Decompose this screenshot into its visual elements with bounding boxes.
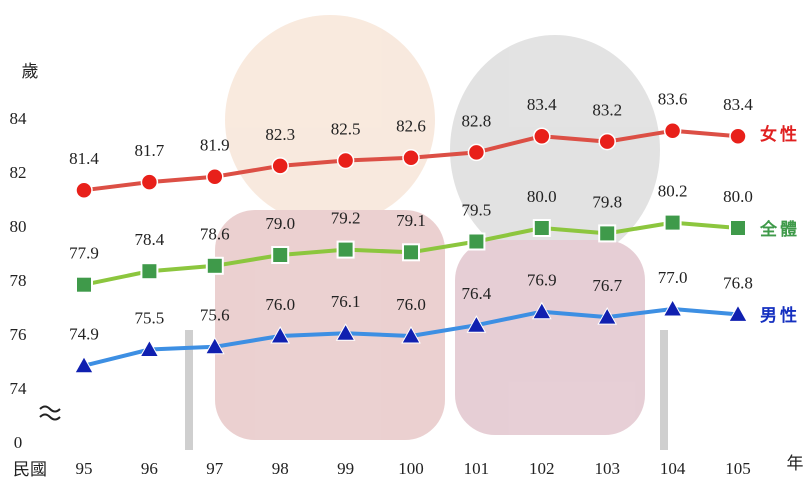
value-label: 83.6 [658, 90, 688, 109]
series-name: 男性 [760, 305, 800, 326]
marker [335, 323, 356, 341]
marker [663, 213, 682, 232]
marker [597, 307, 618, 325]
value-label: 81.9 [200, 136, 230, 155]
x-tick-label: 104 [660, 459, 686, 478]
marker [662, 298, 683, 317]
value-label: 82.6 [396, 117, 426, 136]
y-tick-label: 82 [10, 163, 27, 182]
y-axis-label: 歲 [22, 62, 39, 82]
value-label: 83.4 [723, 95, 753, 114]
value-label: 78.6 [200, 225, 230, 244]
marker [663, 122, 682, 140]
value-label: 75.6 [200, 306, 230, 325]
value-label: 80.0 [723, 187, 753, 206]
value-label: 76.0 [396, 295, 426, 314]
x-tick-label: 103 [594, 459, 620, 478]
marker [729, 127, 747, 145]
axis-break [39, 405, 61, 421]
marker [139, 339, 160, 357]
marker [598, 224, 617, 243]
y-tick-label: 0 [14, 433, 23, 452]
value-label: 82.8 [462, 111, 492, 130]
value-label: 82.5 [331, 119, 361, 138]
value-label: 79.1 [396, 211, 426, 230]
marker [336, 151, 355, 170]
x-tick-label: 102 [529, 459, 555, 478]
y-tick-label: 76 [10, 325, 27, 344]
marker [270, 325, 291, 344]
value-label: 74.9 [69, 325, 99, 344]
x-tick-label: 101 [464, 459, 490, 478]
y-tick-label: 80 [10, 217, 27, 236]
value-label: 79.8 [592, 192, 622, 211]
marker [402, 149, 420, 167]
y-tick-label: 84 [10, 109, 28, 128]
x-tick-label: 98 [272, 459, 289, 478]
value-label: 76.1 [331, 292, 361, 311]
marker [531, 301, 552, 320]
marker [466, 315, 487, 333]
x-tick-label: 100 [398, 459, 424, 478]
value-label: 77.9 [69, 244, 99, 263]
marker [75, 275, 93, 294]
value-label: 76.7 [592, 276, 622, 295]
marker [728, 304, 748, 322]
value-label: 76.9 [527, 271, 557, 290]
marker [467, 232, 486, 251]
value-label: 79.0 [265, 214, 295, 233]
x-tick-label: 97 [206, 459, 224, 478]
value-label: 83.2 [592, 101, 622, 120]
marker [401, 325, 421, 344]
value-label: 76.8 [723, 273, 753, 292]
marker [467, 143, 486, 162]
marker [336, 240, 355, 259]
marker [271, 246, 290, 264]
series-name: 全體 [759, 219, 800, 240]
marker [402, 243, 420, 262]
value-label: 78.4 [135, 230, 165, 249]
marker [140, 173, 159, 191]
series-name: 女性 [760, 124, 800, 145]
value-label: 80.2 [658, 182, 688, 201]
marker [206, 167, 224, 186]
value-label: 81.4 [69, 149, 99, 168]
x-tick-label: 99 [337, 459, 354, 478]
value-label: 83.4 [527, 95, 557, 114]
x-prefix: 民國 [13, 460, 47, 480]
x-axis-label: 年 [787, 454, 804, 474]
value-label: 76.4 [462, 284, 492, 303]
value-label: 82.3 [265, 125, 295, 144]
marker [532, 219, 551, 237]
marker [204, 336, 225, 355]
value-label: 77.0 [658, 268, 688, 287]
y-tick-label: 74 [10, 379, 28, 398]
x-tick-label: 105 [725, 459, 751, 478]
value-label: 81.7 [135, 141, 165, 160]
marker [74, 355, 94, 374]
marker [729, 219, 747, 237]
value-label: 80.0 [527, 187, 557, 206]
marker [598, 132, 616, 151]
value-label: 75.5 [135, 308, 165, 327]
marker [140, 262, 159, 281]
marker [533, 127, 551, 145]
x-tick-label: 95 [76, 459, 93, 478]
value-label: 79.2 [331, 209, 361, 228]
marker [205, 256, 224, 275]
value-label: 79.5 [462, 200, 492, 219]
y-tick-label: 78 [10, 271, 27, 290]
x-tick-label: 96 [141, 459, 158, 478]
value-label: 76.0 [265, 295, 295, 314]
marker [271, 157, 289, 175]
marker [75, 181, 93, 199]
